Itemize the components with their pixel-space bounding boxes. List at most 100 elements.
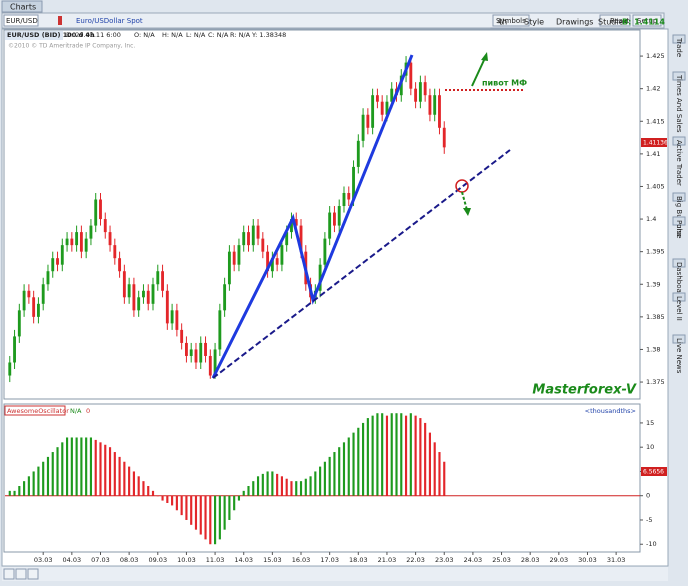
zoom-button[interactable] (3, 568, 15, 580)
osc-bar (85, 437, 88, 496)
button[interactable] (632, 14, 662, 27)
osc-bar (218, 495, 221, 540)
candle-body (213, 349, 217, 376)
osc-bar (13, 490, 16, 496)
sidebar-label: Times And Sales (675, 74, 683, 133)
sidebar-tab[interactable] (672, 334, 686, 344)
button[interactable] (492, 14, 530, 27)
candle-body (247, 232, 250, 246)
osc-bar (233, 495, 236, 511)
osc-bar (276, 473, 279, 496)
osc-bar (8, 490, 11, 496)
candle-body (366, 114, 370, 128)
style-label[interactable]: Style (524, 18, 544, 27)
candle-body (318, 264, 322, 291)
osc-bar (414, 415, 417, 496)
osc-bar (132, 471, 135, 496)
osc-bar (46, 456, 50, 496)
osc-bar (37, 466, 40, 496)
x-tick-label: 25.03 (492, 556, 511, 564)
osc-bar (18, 486, 21, 496)
osc-bar (366, 418, 369, 496)
candle-body (433, 95, 437, 115)
sidebar-tab[interactable] (672, 136, 686, 146)
x-tick-label: 29.03 (550, 556, 569, 564)
candle-body (46, 271, 50, 285)
y-tick-label: 0 (646, 492, 650, 500)
symbol-box[interactable] (3, 14, 39, 27)
sidebar-tab[interactable] (672, 71, 686, 81)
sidebar-label: Active Trader (675, 140, 683, 186)
candle-body (65, 238, 69, 246)
y-tick-label: 1.405 (646, 182, 665, 190)
osc-bar (299, 481, 303, 496)
period: 4h (497, 18, 507, 27)
candle-body (356, 140, 360, 167)
osc-bar (32, 471, 35, 496)
zoom-button[interactable] (27, 568, 39, 580)
candle-body (94, 199, 98, 226)
osc-bar (108, 447, 112, 496)
candle-body (337, 206, 341, 226)
zoom-button[interactable] (15, 568, 27, 580)
osc-bar (271, 471, 274, 496)
price-tag-label: 1.41136 (643, 140, 668, 147)
osc-bar (137, 476, 140, 496)
candle-body (175, 310, 179, 330)
y-tick-label: 1.395 (646, 248, 665, 256)
marks: 1.375 1.38 1.385 1.39 1.395 1.4 1.405 1.41 1.415… (5, 52, 665, 564)
tab-label: Charts (10, 3, 36, 12)
candle-body (151, 284, 155, 304)
info-item: R: N/A (230, 31, 251, 39)
x-tick-label: 31.03 (607, 556, 626, 564)
osc-bar (352, 432, 355, 496)
sidebar-tab[interactable] (672, 216, 686, 226)
x-tick-label: 22.03 (406, 556, 425, 564)
candle-body (442, 127, 446, 148)
osc-bar (261, 473, 264, 496)
osc-title: AwesomeOscillator (7, 407, 69, 415)
sidebar-tab[interactable] (672, 292, 686, 302)
candle-body (99, 199, 102, 220)
drawings-label[interactable]: Drawings (556, 18, 593, 27)
wave-lines (211, 54, 414, 379)
sidebar-tab[interactable] (672, 192, 686, 202)
info-item: O: N/A (134, 31, 155, 39)
candle-body (333, 212, 336, 226)
osc-bar (266, 471, 269, 496)
candle-body (79, 232, 83, 252)
x-tick-label: 23.03 (435, 556, 454, 564)
sidebar-tab[interactable] (672, 258, 686, 268)
osc-bar (194, 495, 198, 530)
y-tick-label: 1.42 (646, 85, 660, 93)
candle-body (27, 290, 31, 298)
y-tick-label: 1.4 (646, 215, 656, 223)
tab[interactable] (1, 0, 43, 13)
y-tick-label: -5 (646, 516, 652, 524)
candle-body (127, 284, 131, 298)
osc-bar (223, 495, 226, 530)
sidebar: Trade Times And Sales Active Trader Big But… (672, 34, 686, 374)
osc-bar (185, 495, 188, 520)
candle-body (75, 232, 79, 246)
info-bar: EUR/USD (BID) 100 d 4hD: 29.03.11 6:00 O:… (7, 31, 286, 39)
candle-body (418, 82, 422, 102)
studies-label[interactable]: Studies (598, 18, 628, 27)
osc-bar (371, 415, 374, 496)
price-tag (641, 138, 667, 147)
candle-body (256, 225, 260, 239)
candle-body (361, 114, 365, 141)
candle-body (142, 290, 145, 298)
osc-bar (390, 413, 393, 496)
candle-body (409, 62, 413, 89)
osc-bar (256, 476, 260, 496)
candle-body (414, 88, 418, 102)
candle-body (232, 251, 236, 265)
candle-body (56, 258, 59, 265)
sidebar-tab[interactable] (672, 34, 686, 44)
y-tick-label: -10 (646, 540, 657, 548)
candle-body (328, 212, 332, 239)
button[interactable] (599, 14, 631, 27)
x-tick-label: 24.03 (464, 556, 483, 564)
x-tick-label: 28.03 (521, 556, 540, 564)
